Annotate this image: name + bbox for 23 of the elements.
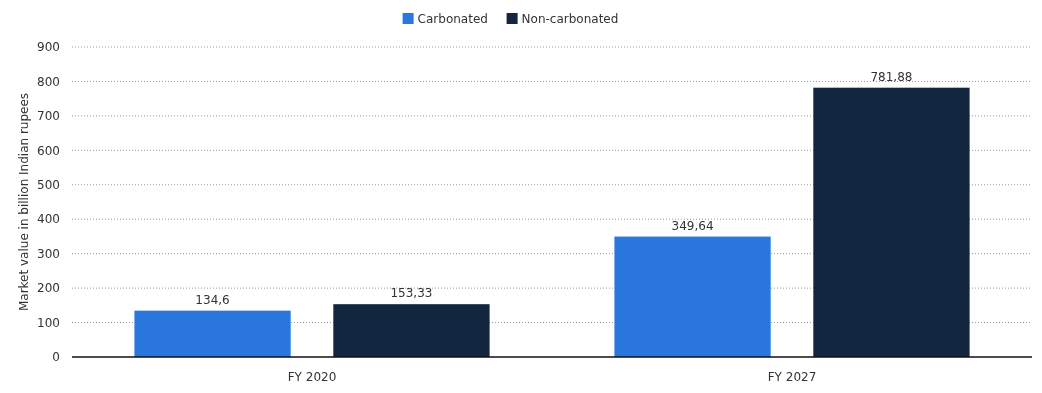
y-tick-label: 600	[37, 143, 60, 158]
y-tick-label: 700	[37, 109, 60, 124]
y-tick-label: 800	[37, 74, 60, 89]
x-tick-label: FY 2020	[287, 370, 337, 384]
bar	[813, 87, 970, 357]
data-label: 134,6	[195, 292, 230, 307]
x-tick-label: FY 2027	[767, 370, 817, 384]
y-tick-label: 300	[37, 246, 60, 261]
bar	[333, 304, 490, 357]
data-label: 349,64	[671, 218, 714, 233]
y-tick-label: 200	[37, 281, 60, 296]
bar	[614, 236, 771, 357]
bar	[134, 310, 291, 357]
y-axis-title: Market value in billion Indian rupees	[17, 92, 31, 312]
y-tick-label: 0	[52, 350, 60, 365]
legend-label: Carbonated	[417, 12, 488, 26]
y-tick-label: 100	[37, 315, 60, 330]
y-tick-label: 900	[37, 40, 60, 55]
y-tick-label: 400	[37, 212, 60, 227]
y-tick-label: 500	[37, 177, 60, 192]
legend-label: Non-carbonated	[521, 12, 619, 26]
data-label: 781,88	[870, 69, 913, 84]
data-label: 153,33	[390, 286, 433, 301]
